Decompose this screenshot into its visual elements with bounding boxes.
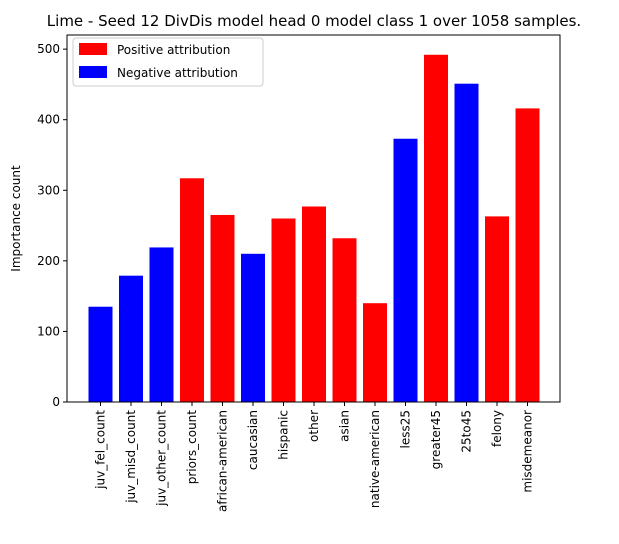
bar-other — [302, 206, 326, 402]
bars-group — [88, 54, 540, 403]
legend-swatch-negative — [79, 66, 107, 78]
bar-juv_other_count — [149, 247, 174, 402]
bar-greater45 — [424, 54, 448, 403]
bar-25to45 — [454, 83, 479, 403]
bar-felony — [485, 216, 509, 402]
legend-label-negative: Negative attribution — [117, 66, 238, 80]
bar-priors_count — [180, 178, 204, 402]
x-tick-label-caucasian: caucasian — [246, 410, 260, 470]
bar-misdemeanor — [515, 108, 540, 403]
bar-juv_misd_count — [119, 275, 143, 402]
x-tick-label-greater45: greater45 — [429, 410, 443, 469]
legend-frame — [72, 37, 264, 87]
bar-african-american — [210, 214, 235, 402]
y-tick-label-400: 400 — [37, 113, 60, 127]
x-tick-label-priors_count: priors_count — [185, 410, 199, 485]
bar-less25 — [393, 138, 418, 402]
x-tick-label-25to45: 25to45 — [460, 410, 474, 453]
bar-hispanic — [271, 218, 296, 402]
x-tick-label-less25: less25 — [399, 410, 413, 449]
chart-title: Lime - Seed 12 DivDis model head 0 model… — [47, 12, 581, 30]
x-tick-label-african-american: african-american — [216, 410, 230, 512]
y-tick-label-100: 100 — [37, 324, 60, 338]
x-tick-label-felony: felony — [490, 410, 504, 447]
x-tick-label-other: other — [307, 410, 321, 442]
bar-native-american — [363, 303, 387, 402]
y-tick-label-300: 300 — [37, 183, 60, 197]
x-tick-label-juv_other_count: juv_other_count — [155, 410, 169, 507]
x-tick-label-hispanic: hispanic — [277, 410, 291, 460]
legend: Positive attribution Negative attributio… — [72, 37, 264, 87]
y-tick-label-500: 500 — [37, 42, 60, 56]
bar-asian — [332, 238, 357, 402]
plot-frame — [66, 34, 561, 403]
x-axis: juv_fel_count juv_misd_count juv_other_cou… — [94, 402, 535, 512]
bar-juv_fel_count — [88, 306, 113, 402]
y-tick-label-0: 0 — [52, 395, 60, 409]
x-tick-label-juv_misd_count: juv_misd_count — [124, 410, 138, 504]
y-axis-label: Importance count — [9, 165, 23, 272]
x-tick-label-misdemeanor: misdemeanor — [521, 410, 535, 493]
y-axis: 0 100 200 300 400 500 — [37, 42, 67, 409]
legend-swatch-positive — [79, 43, 107, 55]
x-tick-label-native-american: native-american — [368, 410, 382, 508]
y-tick-label-200: 200 — [37, 254, 60, 268]
bar-caucasian — [241, 253, 265, 402]
x-tick-label-asian: asian — [338, 410, 352, 442]
x-tick-label-juv_fel_count: juv_fel_count — [94, 410, 108, 490]
legend-label-positive: Positive attribution — [117, 43, 230, 57]
